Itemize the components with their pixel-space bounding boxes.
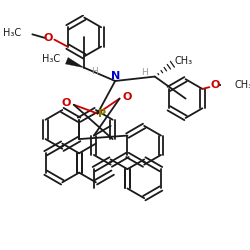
Polygon shape (66, 58, 84, 68)
Text: CH₃: CH₃ (175, 56, 193, 66)
Text: H₃C: H₃C (42, 54, 60, 64)
Text: N: N (110, 71, 120, 81)
Text: O: O (123, 92, 132, 102)
Text: CH₃: CH₃ (235, 80, 250, 90)
Text: O: O (210, 80, 220, 90)
Text: H: H (92, 67, 98, 76)
Text: O: O (44, 33, 53, 43)
Text: H: H (141, 68, 148, 77)
Text: O: O (61, 98, 70, 108)
Text: H₃C: H₃C (3, 28, 21, 38)
Text: P: P (98, 108, 106, 118)
